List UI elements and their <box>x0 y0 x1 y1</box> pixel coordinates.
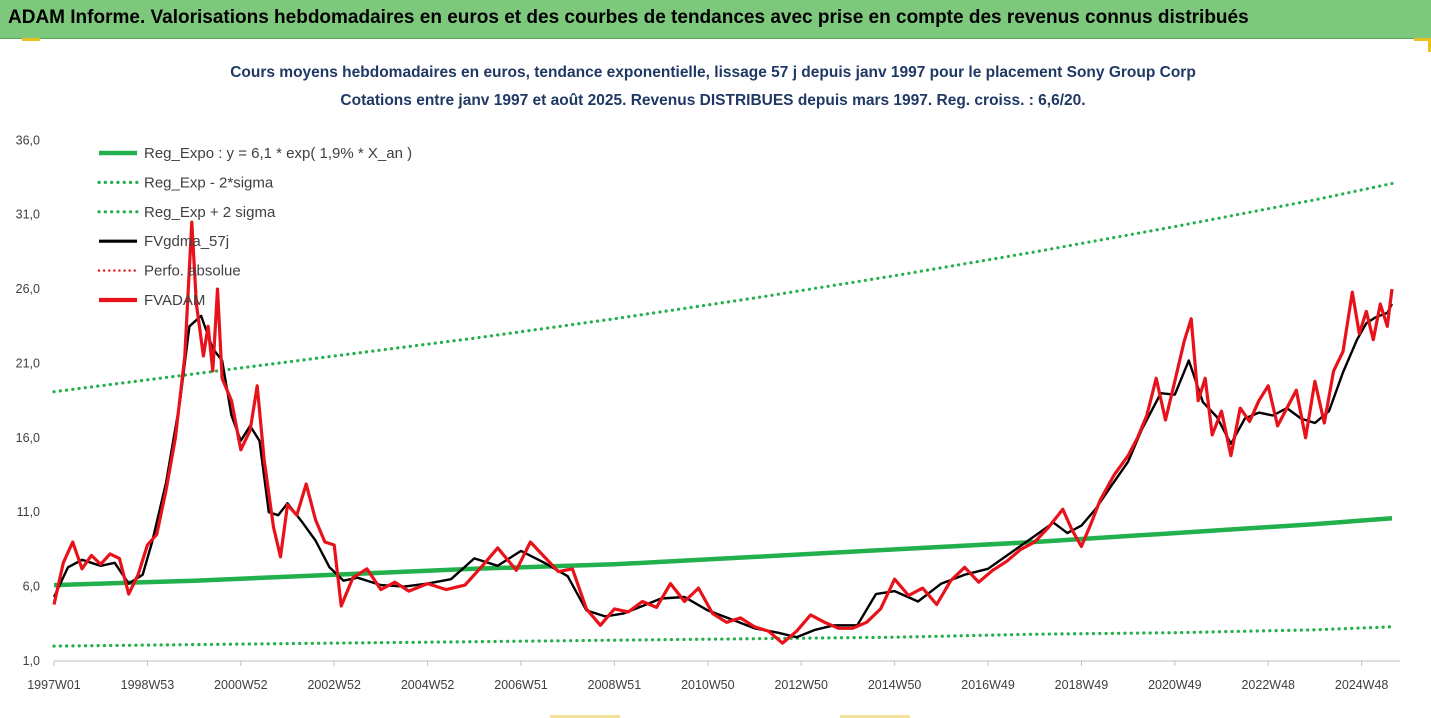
x-tick-label: 2010W50 <box>681 678 735 692</box>
legend: Reg_Expo : y = 6,1 * exp( 1,9% * X_an ) R… <box>97 145 412 309</box>
x-tick-label: 2012W50 <box>774 678 828 692</box>
y-tick-label: 16,0 <box>16 431 40 445</box>
x-tick-label: 2006W51 <box>494 678 548 692</box>
corner-mark-bottom-right <box>840 715 910 718</box>
x-tick-label: 2014W50 <box>868 678 922 692</box>
series-line-3 <box>52 303 1394 639</box>
corner-mark-bottom-left <box>550 715 620 718</box>
legend-label: Reg_Exp + 2 sigma <box>144 204 276 221</box>
corner-mark-right-vertical <box>1428 38 1431 52</box>
x-tick-label: 2022W48 <box>1241 678 1295 692</box>
y-tick-label: 1,0 <box>23 654 40 668</box>
legend-label: FVADAM <box>144 292 205 309</box>
series-line-0 <box>53 515 1393 588</box>
y-tick-label: 11,0 <box>17 505 40 519</box>
x-tick-label: 2002W52 <box>307 678 361 692</box>
x-tick-label: 2020W49 <box>1148 678 1202 692</box>
report-title: ADAM Informe. Valorisations hebdomadaire… <box>8 7 1249 28</box>
series-layer <box>52 181 1394 648</box>
axes: 1,0 6,0 11,0 16,0 21,0 26,0 31,0 36,0 1997W01 199… <box>16 133 1400 692</box>
x-tick-label: 2016W49 <box>961 678 1015 692</box>
y-tick-label: 6,0 <box>23 580 40 594</box>
x-tick-label: 2024W48 <box>1335 678 1389 692</box>
chart-subtitle: Cotations entre janv 1997 et août 2025. … <box>340 92 1085 109</box>
series-line-2 <box>52 181 1394 394</box>
chart-title: Cours moyens hebdomadaires en euros, ten… <box>230 64 1196 81</box>
corner-mark-right <box>1414 38 1431 41</box>
series-line-1 <box>52 625 1394 648</box>
legend-label: FVgdma_57j <box>144 233 229 250</box>
x-tick-label: 1997W01 <box>27 678 81 692</box>
report-banner: ADAM Informe. Valorisations hebdomadaire… <box>0 0 1431 39</box>
y-tick-label: 21,0 <box>16 356 40 370</box>
x-tick-label: 2008W51 <box>588 678 642 692</box>
corner-mark-left <box>22 38 40 41</box>
x-tick-label: 1998W53 <box>121 678 175 692</box>
x-tick-label: 2004W52 <box>401 678 455 692</box>
legend-label: Perfo. absolue <box>144 263 241 280</box>
y-tick-label: 36,0 <box>16 133 40 147</box>
y-tick-label: 31,0 <box>16 208 40 222</box>
x-tick-label: 2018W49 <box>1055 678 1109 692</box>
legend-label: Reg_Expo : y = 6,1 * exp( 1,9% * X_an ) <box>144 145 412 162</box>
x-tick-label: 2000W52 <box>214 678 268 692</box>
chart-area: Cours moyens hebdomadaires en euros, ten… <box>16 64 1400 692</box>
y-tick-label: 26,0 <box>16 282 40 296</box>
legend-label: Reg_Exp - 2*sigma <box>144 174 274 191</box>
series-line-4 <box>52 220 1394 645</box>
